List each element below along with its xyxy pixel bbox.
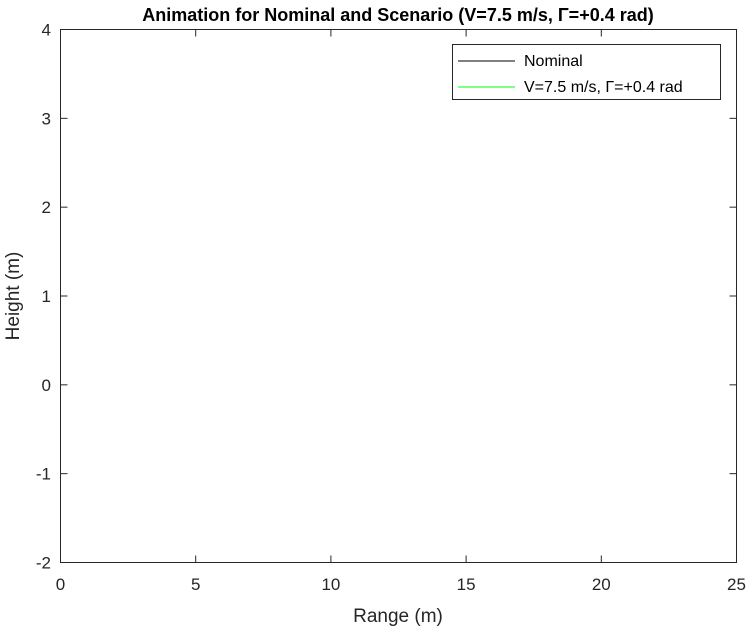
plot-area bbox=[60, 29, 737, 563]
legend-label-scenario: V=7.5 m/s, Γ=+0.4 rad bbox=[524, 79, 683, 96]
legend: Nominal V=7.5 m/s, Γ=+0.4 rad bbox=[452, 44, 721, 100]
y-tick-label: 3 bbox=[42, 109, 51, 128]
chart-title: Animation for Nominal and Scenario (V=7.… bbox=[142, 5, 653, 25]
y-tick-label: -1 bbox=[36, 465, 51, 484]
y-tick-label: 0 bbox=[42, 376, 51, 395]
x-tick-label: 5 bbox=[191, 575, 200, 594]
x-tick-label: 10 bbox=[321, 575, 340, 594]
x-tick-label: 25 bbox=[727, 575, 746, 594]
y-tick-label: -2 bbox=[36, 554, 51, 573]
legend-box bbox=[452, 44, 721, 100]
x-axis: 0 5 10 15 20 25 bbox=[56, 29, 746, 594]
x-tick-label: 20 bbox=[592, 575, 611, 594]
y-tick-label: 1 bbox=[42, 287, 51, 306]
y-tick-label: 4 bbox=[42, 21, 51, 40]
y-axis-label: Height (m) bbox=[3, 252, 24, 341]
y-tick-label: 2 bbox=[42, 198, 51, 217]
x-tick-label: 0 bbox=[56, 575, 65, 594]
x-tick-label: 15 bbox=[457, 575, 476, 594]
y-axis: -2 -1 0 1 2 3 4 bbox=[36, 21, 737, 573]
legend-label-nominal: Nominal bbox=[524, 53, 583, 70]
x-axis-label: Range (m) bbox=[353, 606, 443, 627]
